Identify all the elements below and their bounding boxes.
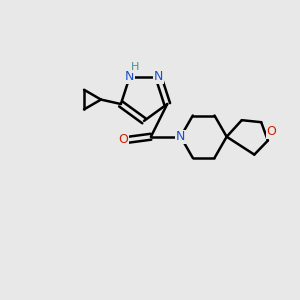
Text: N: N [125,70,134,83]
Text: N: N [176,130,185,143]
Text: N: N [154,70,163,83]
Text: O: O [118,133,128,146]
Text: H: H [131,62,139,72]
Text: O: O [266,125,276,138]
